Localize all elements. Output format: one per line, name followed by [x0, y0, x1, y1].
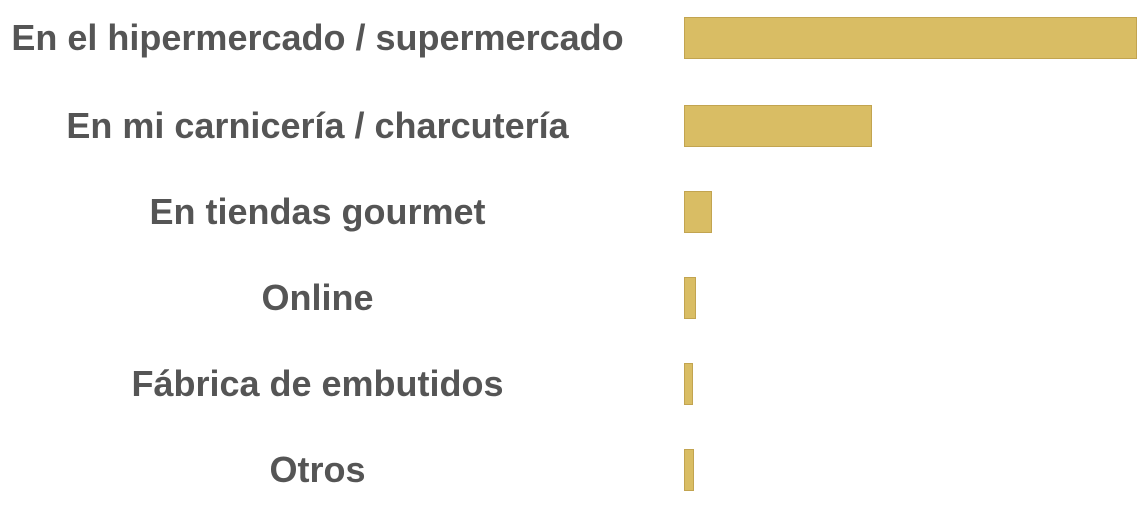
category-label: Otros [269, 449, 366, 490]
category-label: En tiendas gourmet [149, 191, 486, 232]
category-label: Online [261, 277, 374, 318]
bar [684, 277, 696, 319]
category-label: Fábrica de embutidos [131, 363, 504, 404]
category-label: En el hipermercado / supermercado [11, 17, 624, 58]
bar [684, 191, 712, 233]
bar [684, 17, 1137, 59]
category-label: En mi carnicería / charcutería [66, 105, 569, 146]
bar [684, 105, 873, 147]
bar [684, 449, 694, 491]
bar [684, 363, 694, 405]
